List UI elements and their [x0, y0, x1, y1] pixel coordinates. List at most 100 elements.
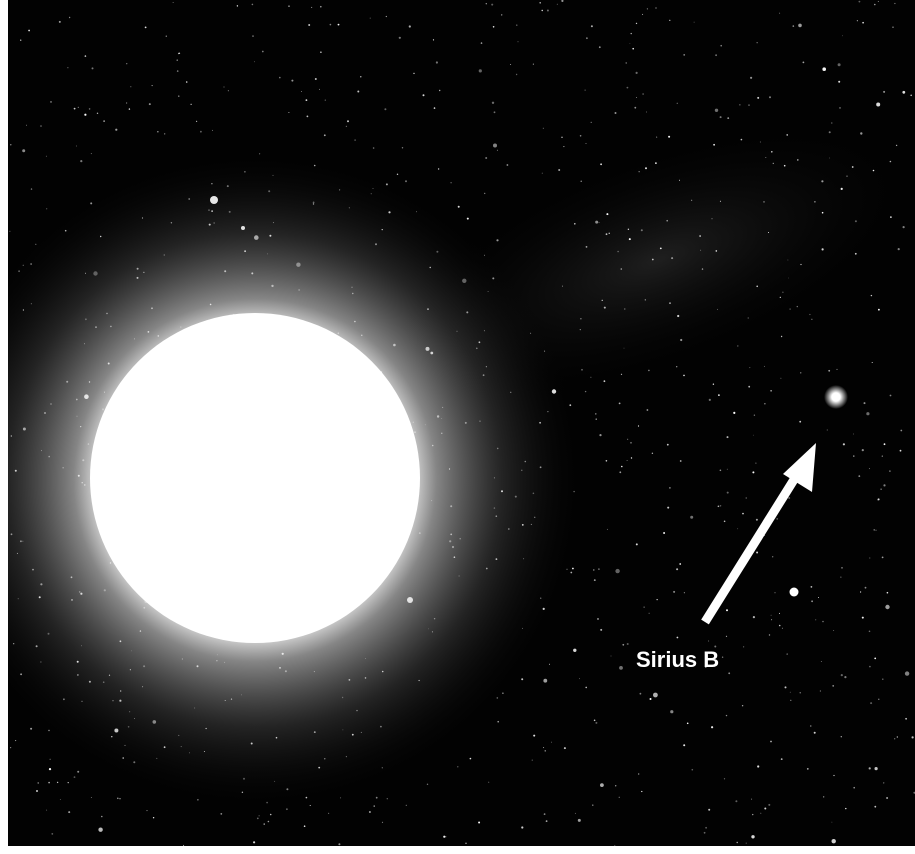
star: [57, 782, 58, 783]
star: [764, 403, 765, 404]
star: [883, 91, 885, 93]
star: [433, 39, 434, 40]
star: [752, 814, 753, 815]
star: [771, 151, 773, 153]
star: [713, 384, 714, 385]
star: [862, 22, 864, 24]
star: [166, 36, 167, 37]
star: [642, 93, 644, 95]
star: [586, 246, 588, 248]
star: [724, 521, 726, 523]
star: [780, 378, 781, 379]
star: [679, 180, 680, 181]
star: [585, 391, 586, 392]
star: [46, 156, 47, 157]
star: [742, 705, 743, 706]
star: [811, 586, 813, 588]
star: [800, 264, 801, 265]
star: [715, 54, 717, 56]
star: [814, 732, 816, 734]
star: [31, 188, 32, 189]
star: [450, 182, 451, 183]
star: [727, 492, 729, 494]
star: [539, 2, 541, 4]
star: [220, 813, 222, 815]
star: [252, 4, 254, 6]
star: [593, 569, 594, 570]
star: [501, 14, 502, 15]
star: [837, 369, 838, 370]
star: [768, 232, 769, 233]
star: [656, 137, 657, 138]
star: [627, 643, 629, 645]
star: [776, 518, 778, 520]
star: [89, 108, 91, 110]
star: [705, 827, 707, 829]
star: [859, 1, 861, 3]
star: [129, 108, 130, 109]
star: [586, 143, 587, 144]
star: [884, 443, 886, 445]
star: [890, 395, 892, 397]
star: [543, 747, 544, 748]
star: [882, 679, 883, 680]
star: [307, 116, 309, 118]
star: [438, 168, 439, 169]
star: [874, 4, 876, 6]
star: [177, 60, 178, 61]
star: [708, 641, 709, 642]
star: [595, 722, 597, 724]
star: [653, 693, 658, 698]
star: [51, 833, 53, 835]
star: [667, 444, 669, 446]
star: [786, 653, 788, 655]
star: [786, 134, 788, 136]
star: [858, 475, 860, 477]
star: [580, 318, 581, 319]
star: [779, 625, 781, 627]
star: [619, 666, 623, 670]
star: [876, 530, 877, 531]
star: [781, 758, 783, 760]
star: [741, 139, 743, 141]
star: [845, 808, 846, 809]
star: [822, 621, 824, 623]
star: [516, 74, 517, 75]
star: [549, 664, 550, 665]
star: [399, 37, 401, 39]
star: [749, 367, 750, 368]
star: [832, 822, 833, 823]
star: [839, 107, 841, 109]
star: [599, 434, 601, 436]
bright-star: [790, 588, 799, 597]
star: [832, 839, 836, 843]
star: [815, 620, 816, 621]
star: [257, 818, 259, 820]
star: [262, 51, 264, 53]
star: [578, 819, 581, 822]
star: [823, 796, 824, 797]
star: [629, 238, 631, 240]
page: Sirius B: [0, 0, 915, 854]
star: [259, 815, 260, 816]
star: [157, 131, 158, 132]
star: [652, 259, 654, 261]
star: [789, 308, 790, 309]
star: [855, 253, 857, 255]
star: [270, 814, 272, 816]
star: [320, 51, 322, 53]
star: [374, 805, 375, 806]
star: [866, 412, 869, 415]
star: [822, 212, 824, 214]
star: [458, 206, 460, 208]
star: [457, 766, 458, 767]
star: [409, 25, 411, 27]
star: [683, 744, 685, 746]
star: [728, 672, 730, 674]
star: [853, 455, 854, 456]
star: [822, 248, 824, 250]
star: [615, 112, 617, 114]
star: [594, 720, 596, 722]
star: [755, 463, 756, 464]
star: [655, 162, 657, 164]
